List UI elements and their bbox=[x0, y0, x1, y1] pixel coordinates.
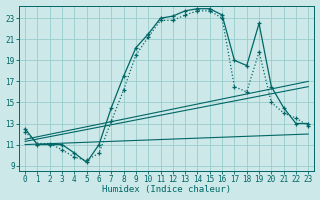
X-axis label: Humidex (Indice chaleur): Humidex (Indice chaleur) bbox=[102, 185, 231, 194]
